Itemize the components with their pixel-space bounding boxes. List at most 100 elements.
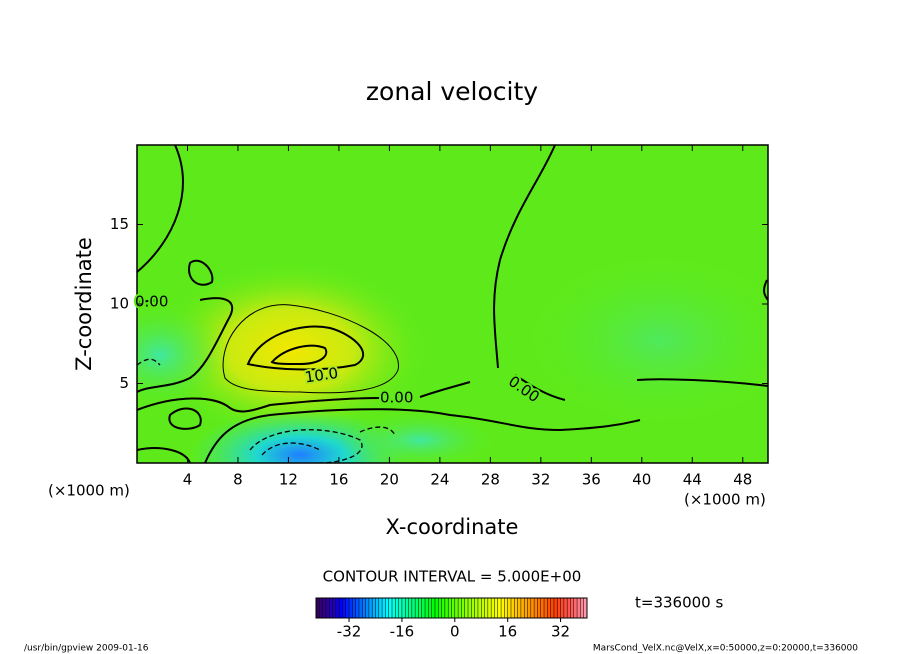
colorbar-stripe	[534, 598, 538, 618]
colorbar-stripe	[491, 598, 495, 618]
y-tick-label: 5	[119, 374, 129, 392]
colorbar-stripe	[557, 598, 562, 618]
colorbar-stripe	[382, 598, 386, 618]
y-axis-label: Z-coordinate	[72, 237, 96, 371]
colorbar-stripe	[355, 598, 360, 618]
colorbar-stripe	[520, 598, 525, 618]
colorbar-stripe	[349, 598, 353, 618]
x-tick-label: 16	[329, 471, 348, 489]
colorbar-stripe	[352, 598, 357, 618]
colorbar-stripe	[375, 598, 380, 618]
colorbar-stripe	[418, 598, 423, 618]
colorbar-stripe	[448, 598, 452, 618]
x-tick-label: 36	[582, 471, 601, 489]
colorbar-stripe	[395, 598, 400, 618]
x-unit-label: (×1000 m)	[48, 482, 130, 500]
footer-right: MarsCond_VelX.nc@VelX,x=0:50000,z=0:2000…	[593, 644, 858, 654]
colorbar-stripe	[428, 598, 433, 618]
colorbar-stripe	[501, 598, 505, 618]
colorbar-tick-label: 16	[498, 623, 517, 641]
y-tick-label: 10	[110, 295, 129, 313]
colorbar-stripe	[517, 598, 522, 618]
colorbar-stripe	[484, 598, 489, 618]
colorbar-stripe	[378, 598, 383, 618]
colorbar-stripe	[481, 598, 486, 618]
colorbar-frame	[315, 597, 588, 619]
colorbar-stripe	[487, 598, 492, 618]
colorbar-tick-label: 0	[450, 623, 460, 641]
colorbar-stripe	[329, 598, 334, 618]
colorbar-stripe	[550, 598, 555, 618]
colorbar-stripe	[319, 598, 324, 618]
x-tick-label: 24	[430, 471, 449, 489]
colorbar-stripe	[425, 598, 429, 618]
colorbar-stripe	[388, 598, 393, 618]
y-tick-label: 15	[110, 215, 129, 233]
colorbar-stripe	[405, 598, 410, 618]
colorbar-stripe	[514, 598, 519, 618]
contour-label: 0.00	[380, 389, 413, 407]
colorbar-stripe	[540, 598, 545, 618]
colorbar-stripe	[497, 598, 502, 618]
colorbar-stripe	[444, 598, 449, 618]
colorbar-stripe	[510, 598, 515, 618]
x-unit-label: (×1000 m)	[684, 491, 766, 509]
colorbar-stripe	[441, 598, 446, 618]
contour-label: 0.00	[135, 293, 168, 311]
colorbar-stripe	[385, 598, 390, 618]
colorbar-tick-label: -16	[390, 623, 415, 641]
colorbar-stripe	[504, 598, 509, 618]
colorbar-stripe	[368, 598, 373, 618]
colorbar-stripe	[477, 598, 482, 618]
colorbar-tick-label: -32	[337, 623, 362, 641]
colorbar-stripe	[530, 598, 535, 618]
colorbar-stripe	[567, 598, 571, 618]
colorbar-stripe	[392, 598, 396, 618]
colorbar-stripe	[454, 598, 459, 618]
colorbar-stripe	[494, 598, 499, 618]
colorbar-stripe	[527, 598, 532, 618]
colorbar-stripe	[464, 598, 469, 618]
colorbar-stripe	[573, 598, 578, 618]
colorbar-stripe	[398, 598, 403, 618]
colorbar-stripe	[408, 598, 413, 618]
colorbar-stripe	[325, 598, 330, 618]
colorbar-stripe	[524, 598, 529, 618]
chart-title: zonal velocity	[366, 77, 538, 106]
colorbar-stripe	[563, 598, 568, 618]
colorbar-stripe	[461, 598, 466, 618]
colorbar-stripe	[421, 598, 426, 618]
colorbar-stripe	[560, 598, 565, 618]
colorbar-stripe	[451, 598, 456, 618]
colorbar-stripe	[471, 598, 476, 618]
contour-interval: CONTOUR INTERVAL = 5.000E+00	[323, 568, 582, 586]
colorbar-stripe	[411, 598, 416, 618]
colorbar-stripe	[342, 598, 347, 618]
colorbar-stripe	[339, 598, 343, 618]
colorbar-stripe	[345, 598, 350, 618]
x-tick-label: 48	[733, 471, 752, 489]
time-label: t=336000 s	[635, 594, 723, 612]
colorbar-stripe	[415, 598, 419, 618]
x-tick-label: 12	[279, 471, 298, 489]
colorbar-stripe	[580, 598, 585, 618]
x-tick-label: 32	[531, 471, 550, 489]
x-tick-label: 28	[481, 471, 500, 489]
x-tick-label: 44	[683, 471, 702, 489]
colorbar-stripe	[322, 598, 327, 618]
colorbar-stripe	[332, 598, 337, 618]
colorbar-stripe	[537, 598, 542, 618]
colorbar-stripe	[362, 598, 367, 618]
colorbar-stripe	[316, 598, 320, 618]
x-tick-label: 40	[632, 471, 651, 489]
colorbar-stripe	[365, 598, 370, 618]
field	[137, 145, 768, 463]
colorbar-stripe	[458, 598, 462, 618]
x-tick-label: 8	[233, 471, 243, 489]
colorbar-stripe	[507, 598, 512, 618]
colorbar-stripe	[570, 598, 575, 618]
colorbar-stripe	[358, 598, 363, 618]
footer-left: /usr/bin/gpview 2009-01-16	[24, 644, 149, 654]
colorbar-stripe	[553, 598, 558, 618]
